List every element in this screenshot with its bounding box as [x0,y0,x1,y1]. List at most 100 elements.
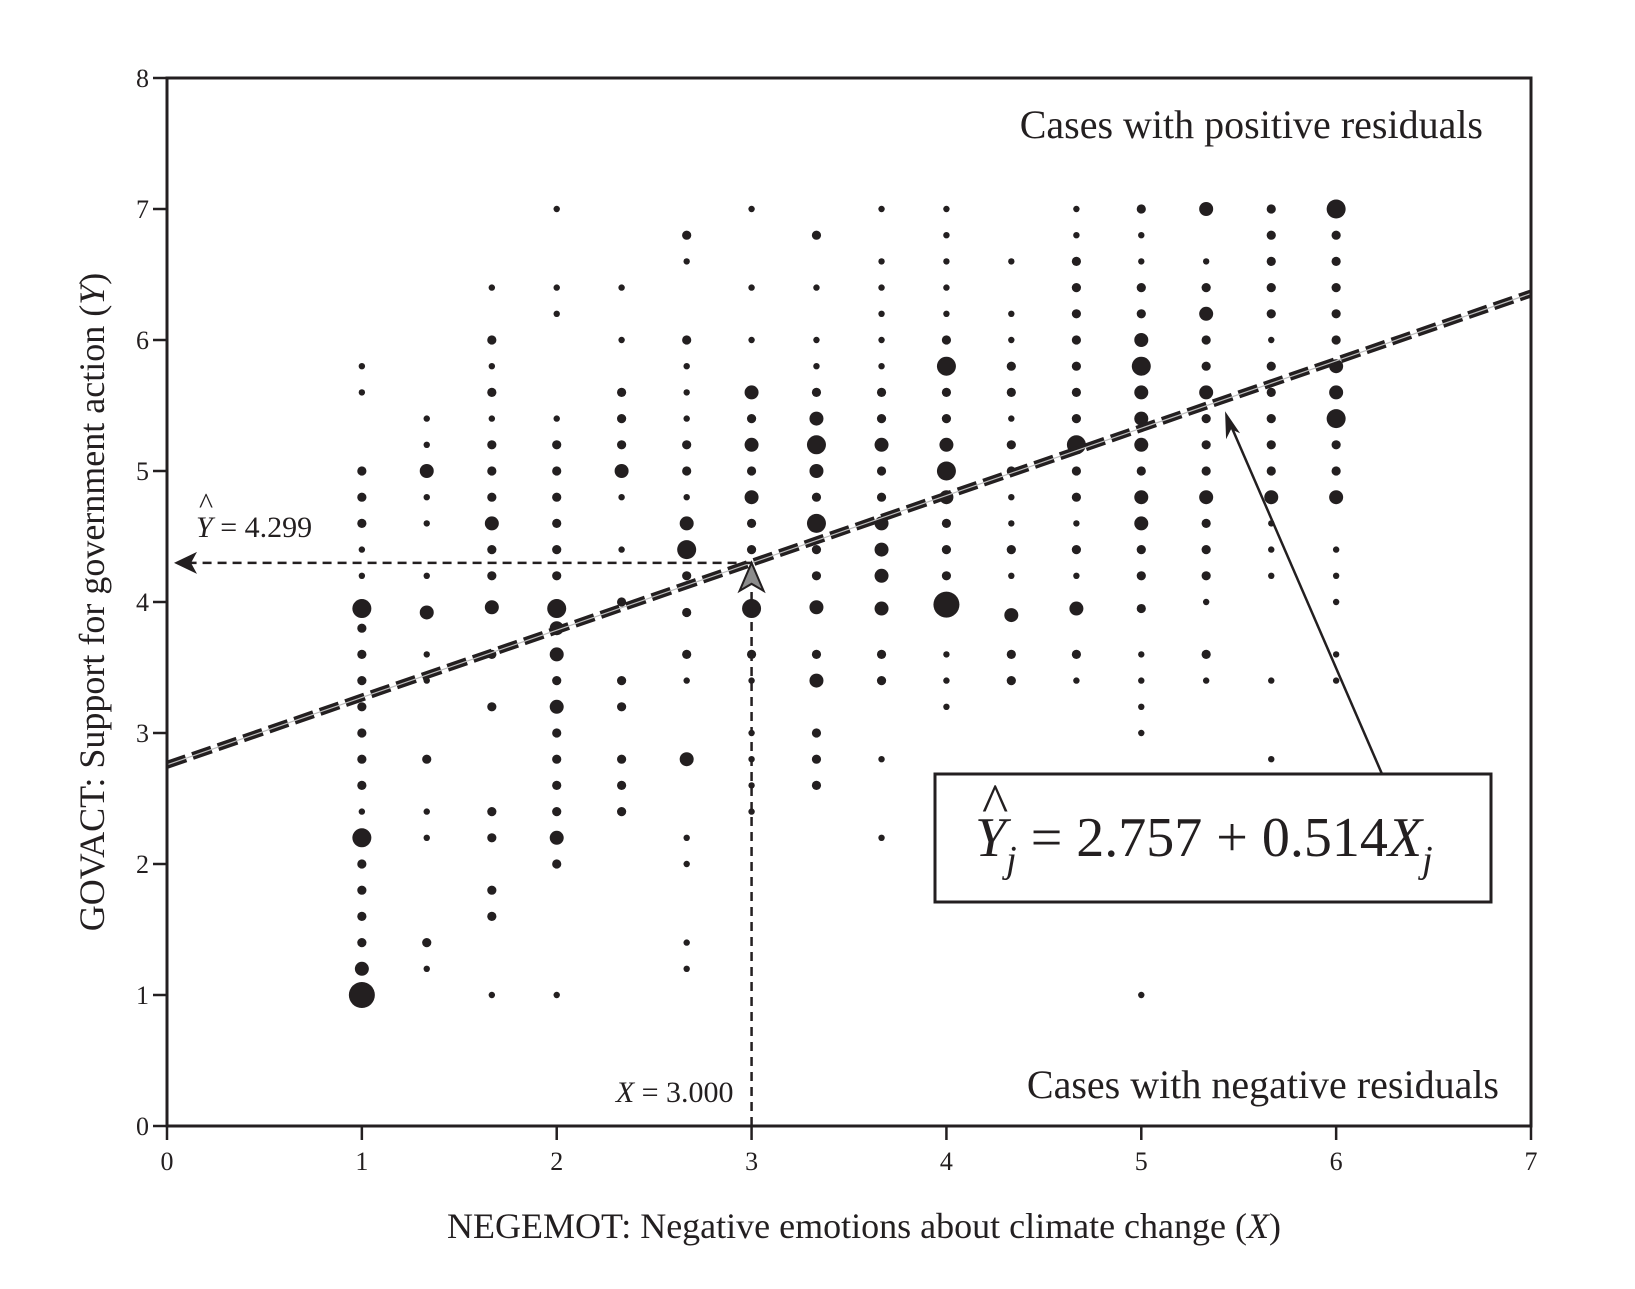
data-point [423,808,430,815]
data-point [487,571,497,581]
data-point [806,435,826,455]
y-tick-label: 5 [136,457,149,486]
data-point [552,571,562,581]
data-point [423,441,430,448]
data-point [1134,437,1149,452]
data-point [1073,205,1080,213]
data-point [618,284,625,291]
data-point [744,385,759,400]
data-point [1331,283,1341,293]
data-point [419,464,434,478]
data-point [1008,336,1015,344]
data-point [811,545,822,555]
data-point [1071,283,1081,293]
data-point [683,939,690,946]
data-point [1332,546,1340,553]
data-point [1268,677,1275,684]
data-point [423,572,430,579]
data-point [1071,492,1081,502]
data-point [617,807,627,817]
data-point [876,676,887,686]
data-point [682,607,692,618]
data-point [1268,546,1275,553]
data-point [941,335,952,345]
data-point [811,780,822,791]
data-point [1332,651,1340,658]
data-point [682,230,692,240]
data-point [1006,440,1016,450]
data-point [811,571,822,581]
data-point [552,859,562,869]
data-point [813,363,820,370]
data-point [617,780,627,791]
data-point [423,494,430,501]
data-point [811,492,822,502]
data-point [1266,256,1276,266]
x-axis-title-main: NEGEMOT: Negative emotions about climate… [447,1206,1247,1246]
data-point [1201,361,1211,371]
data-point [1201,518,1211,529]
data-point [552,545,562,555]
data-point [358,363,366,370]
data-point [357,728,367,738]
data-point [1073,232,1080,239]
data-point [617,676,627,686]
data-point [617,414,627,424]
data-point [1266,440,1276,450]
data-point [618,546,625,553]
data-point [1268,572,1275,579]
data-point [748,677,755,684]
x-value-label: X = 3.000 [615,1076,734,1109]
data-point [617,387,627,397]
plot-area-frame [165,76,1533,1128]
y-tick-label: 7 [136,195,149,224]
data-point [1004,608,1019,623]
eq-coefficients: = 2.757 + 0.514 [1017,807,1388,869]
data-point [1202,677,1210,684]
data-point [552,728,562,738]
data-point [682,335,692,345]
data-point [552,807,562,817]
data-point [1199,306,1214,321]
y-tick-label: 3 [136,719,149,748]
data-point [876,466,887,476]
data-point [552,466,562,476]
x-var: X [615,1076,636,1109]
data-point [1331,309,1341,319]
data-point [617,754,627,764]
data-point [488,991,496,999]
data-point [1199,385,1214,400]
data-point [487,492,497,502]
data-point [1201,649,1211,660]
x-tick-label: 5 [1135,1147,1148,1176]
data-point [1201,545,1211,555]
data-point [1332,598,1340,606]
data-point [1008,258,1015,265]
data-point [1331,256,1341,266]
data-point [813,336,820,344]
data-point [748,205,755,213]
data-point [1008,572,1015,579]
data-point [1268,756,1275,763]
data-point [683,677,690,684]
data-point [683,415,690,422]
yhat-var: Y [196,511,216,544]
data-point [943,284,950,291]
data-point [1136,283,1146,293]
data-point [683,363,690,370]
data-point [683,860,690,868]
data-point [874,437,889,452]
negative-residuals-label: Cases with negative residuals [1027,1062,1499,1107]
data-point [878,258,885,265]
data-point [1006,545,1016,555]
data-point [683,494,690,501]
data-point [1332,572,1340,579]
data-point [943,651,950,658]
data-point [1134,385,1149,400]
data-point [1138,703,1145,710]
x-tick-label: 7 [1525,1147,1538,1176]
data-point [1071,361,1081,371]
yhat-value: = 4.299 [213,511,312,544]
data-point [1071,466,1081,476]
